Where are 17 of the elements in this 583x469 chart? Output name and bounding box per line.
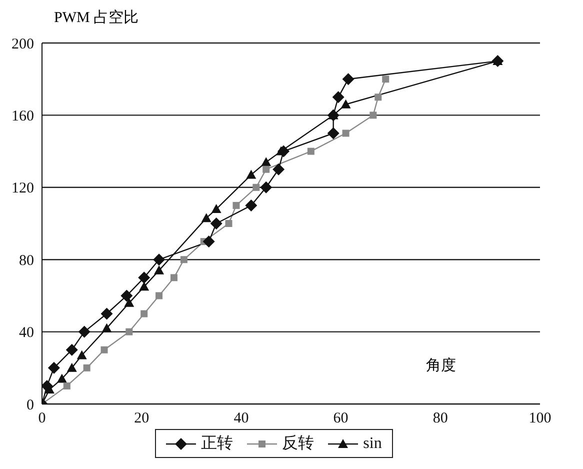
y-axis-title: PWM 占空比	[54, 8, 139, 27]
legend-label: sin	[362, 434, 382, 454]
x-tick-label: 20	[134, 410, 150, 427]
y-tick-label: 80	[19, 252, 34, 269]
y-tick-label: 120	[12, 180, 34, 197]
x-tick-label: 60	[333, 410, 348, 427]
x-tick-label: 100	[528, 410, 552, 427]
x-tick-label: 80	[432, 410, 448, 427]
x-axis-title: 角度	[426, 356, 456, 375]
y-tick-label: 40	[19, 325, 34, 342]
legend-label: 反转	[281, 434, 314, 454]
y-tick-label: 160	[12, 108, 34, 125]
y-tick-label: 0	[26, 397, 34, 414]
x-tick-label: 40	[234, 410, 249, 427]
x-tick-label: 0	[38, 410, 46, 427]
legend-label: 正转	[200, 434, 234, 454]
y-tick-label: 200	[12, 36, 34, 52]
